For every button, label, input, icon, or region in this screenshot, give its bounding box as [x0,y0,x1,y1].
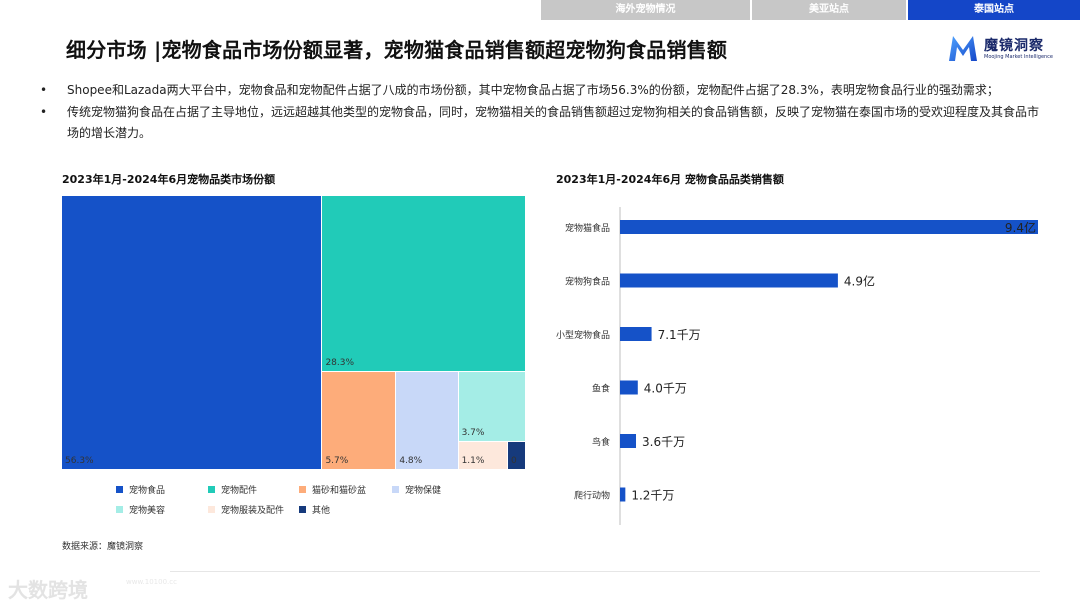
legend-label: 宠物服装及配件 [221,506,285,516]
bar-category-label: 鱼食 [592,383,610,395]
bullet-text: 传统宠物猫狗食品在占据了主导地位，远远超越其他类型的宠物食品，同时，宠物猫相关的… [67,105,1040,140]
treemap-value-label: 3.7% [461,427,485,438]
treemap-value-label: 4.8% [399,455,423,466]
bar-value-label: 4.9亿 [844,274,875,289]
footer-divider [170,571,1040,572]
bar-chart: 宠物猫食品 9.4亿宠物狗食品 4.9亿小型宠物食品 7.1千万鱼食 4.0千万鸟食 3.… [540,195,1060,535]
treemap-cell-cat-litter: 5.7% [322,372,397,470]
legend-swatch [208,506,215,513]
legend-item: 宠物保健 [392,483,441,496]
treemap-cell-pet-beauty: 3.7% [458,372,526,442]
bullet-dot: • [40,83,48,97]
treemap-value-label: 0 [511,455,517,466]
legend-label: 宠物美容 [129,506,166,516]
watermark-url: www.10100.cc [126,578,177,586]
bar-category-label: 鸟食 [592,436,610,448]
bar-value-label: 1.2千万 [631,489,674,503]
bullet-list: • Shopee和Lazada两大平台中，宠物食品和宠物配件占据了八成的市场份额… [40,80,1040,145]
bar-category-label: 宠物猫食品 [565,222,610,234]
tab-thailand[interactable]: 泰国站点 [908,0,1080,20]
legend-item: 宠物配件 [208,483,257,496]
bar-3 [620,380,638,395]
page-title: 细分市场 |宠物食品市场份额显著，宠物猫食品销售额超宠物狗食品销售额 [66,38,728,62]
treemap-value-label: 1.1% [461,455,485,466]
bar-value-label: 9.4亿 [1005,220,1036,235]
treemap-cell-pet-accessories: 28.3% [322,196,526,373]
bullet-dot: • [40,105,48,119]
legend-item: 其他 [299,503,330,516]
logo-mark-icon [949,36,977,61]
bar-4 [620,434,637,448]
legend-swatch [208,486,215,493]
logo-subtitle: Moojing Market Intelligence [984,54,1054,60]
bar-2 [620,327,652,341]
bar-chart-title: 2023年1月-2024年6月 宠物食品品类销售额 [556,173,784,186]
legend-swatch [299,506,306,513]
treemap-cell-pet-clothing: 1.1% [458,441,509,470]
legend-label: 其他 [312,506,331,516]
legend-item: 猫砂和猫砂盆 [299,483,366,496]
bar-value-label: 7.1千万 [658,328,701,342]
bar-value-label: 4.0千万 [644,382,687,396]
treemap-value-label: 5.7% [325,455,349,466]
bullet-text: Shopee和Lazada两大平台中，宠物食品和宠物配件占据了八成的市场份额，其… [67,83,999,97]
treemap-cell-pet-food: 56.3% [62,196,323,470]
treemap-value-label: 28.3% [325,358,355,369]
bar-category-label: 爬行动物 [574,490,610,502]
bullet-item: • Shopee和Lazada两大平台中，宠物食品和宠物配件占据了八成的市场份额… [40,80,1040,101]
bar-category-label: 小型宠物食品 [556,329,610,341]
tab-us-amazon[interactable]: 美亚站点 [752,0,906,20]
logo: 魔镜洞察 Moojing Market Intelligence [946,32,1056,66]
bar-1 [620,273,838,288]
logo-name: 魔镜洞察 [984,38,1044,54]
treemap-value-label: 56.3% [65,456,94,466]
treemap-chart: 56.3% 28.3% 5.7% 4.8% 3.7% 1.1% 0 [62,196,526,470]
data-source: 数据来源：魔镜洞察 [62,542,144,552]
top-nav: 海外宠物情况 美亚站点 泰国站点 [541,0,1080,20]
legend-label: 宠物保健 [405,486,442,496]
legend-label: 宠物食品 [129,486,166,496]
bar-value-label: 3.6千万 [642,435,685,449]
legend-item: 宠物食品 [116,483,165,496]
treemap-cell-pet-care: 4.8% [396,372,459,470]
bullet-item: • 传统宠物猫狗食品在占据了主导地位，远远超越其他类型的宠物食品，同时，宠物猫相… [40,102,1040,144]
legend-item: 宠物服装及配件 [208,503,284,516]
legend-item: 宠物美容 [116,503,165,516]
legend-swatch [299,486,306,493]
bar-0 [620,220,1038,234]
legend-label: 猫砂和猫砂盆 [312,486,367,496]
legend-swatch [392,486,399,493]
bar-category-label: 宠物狗食品 [565,276,610,288]
watermark: 大数跨境 [8,578,88,602]
bar-5 [620,487,626,502]
legend-swatch [116,486,123,493]
legend-swatch [116,506,123,513]
treemap-title: 2023年1月-2024年6月宠物品类市场份额 [62,173,276,186]
treemap-cell-other: 0 [508,441,526,470]
tab-overseas-pet[interactable]: 海外宠物情况 [541,0,750,20]
legend-label: 宠物配件 [221,486,258,496]
